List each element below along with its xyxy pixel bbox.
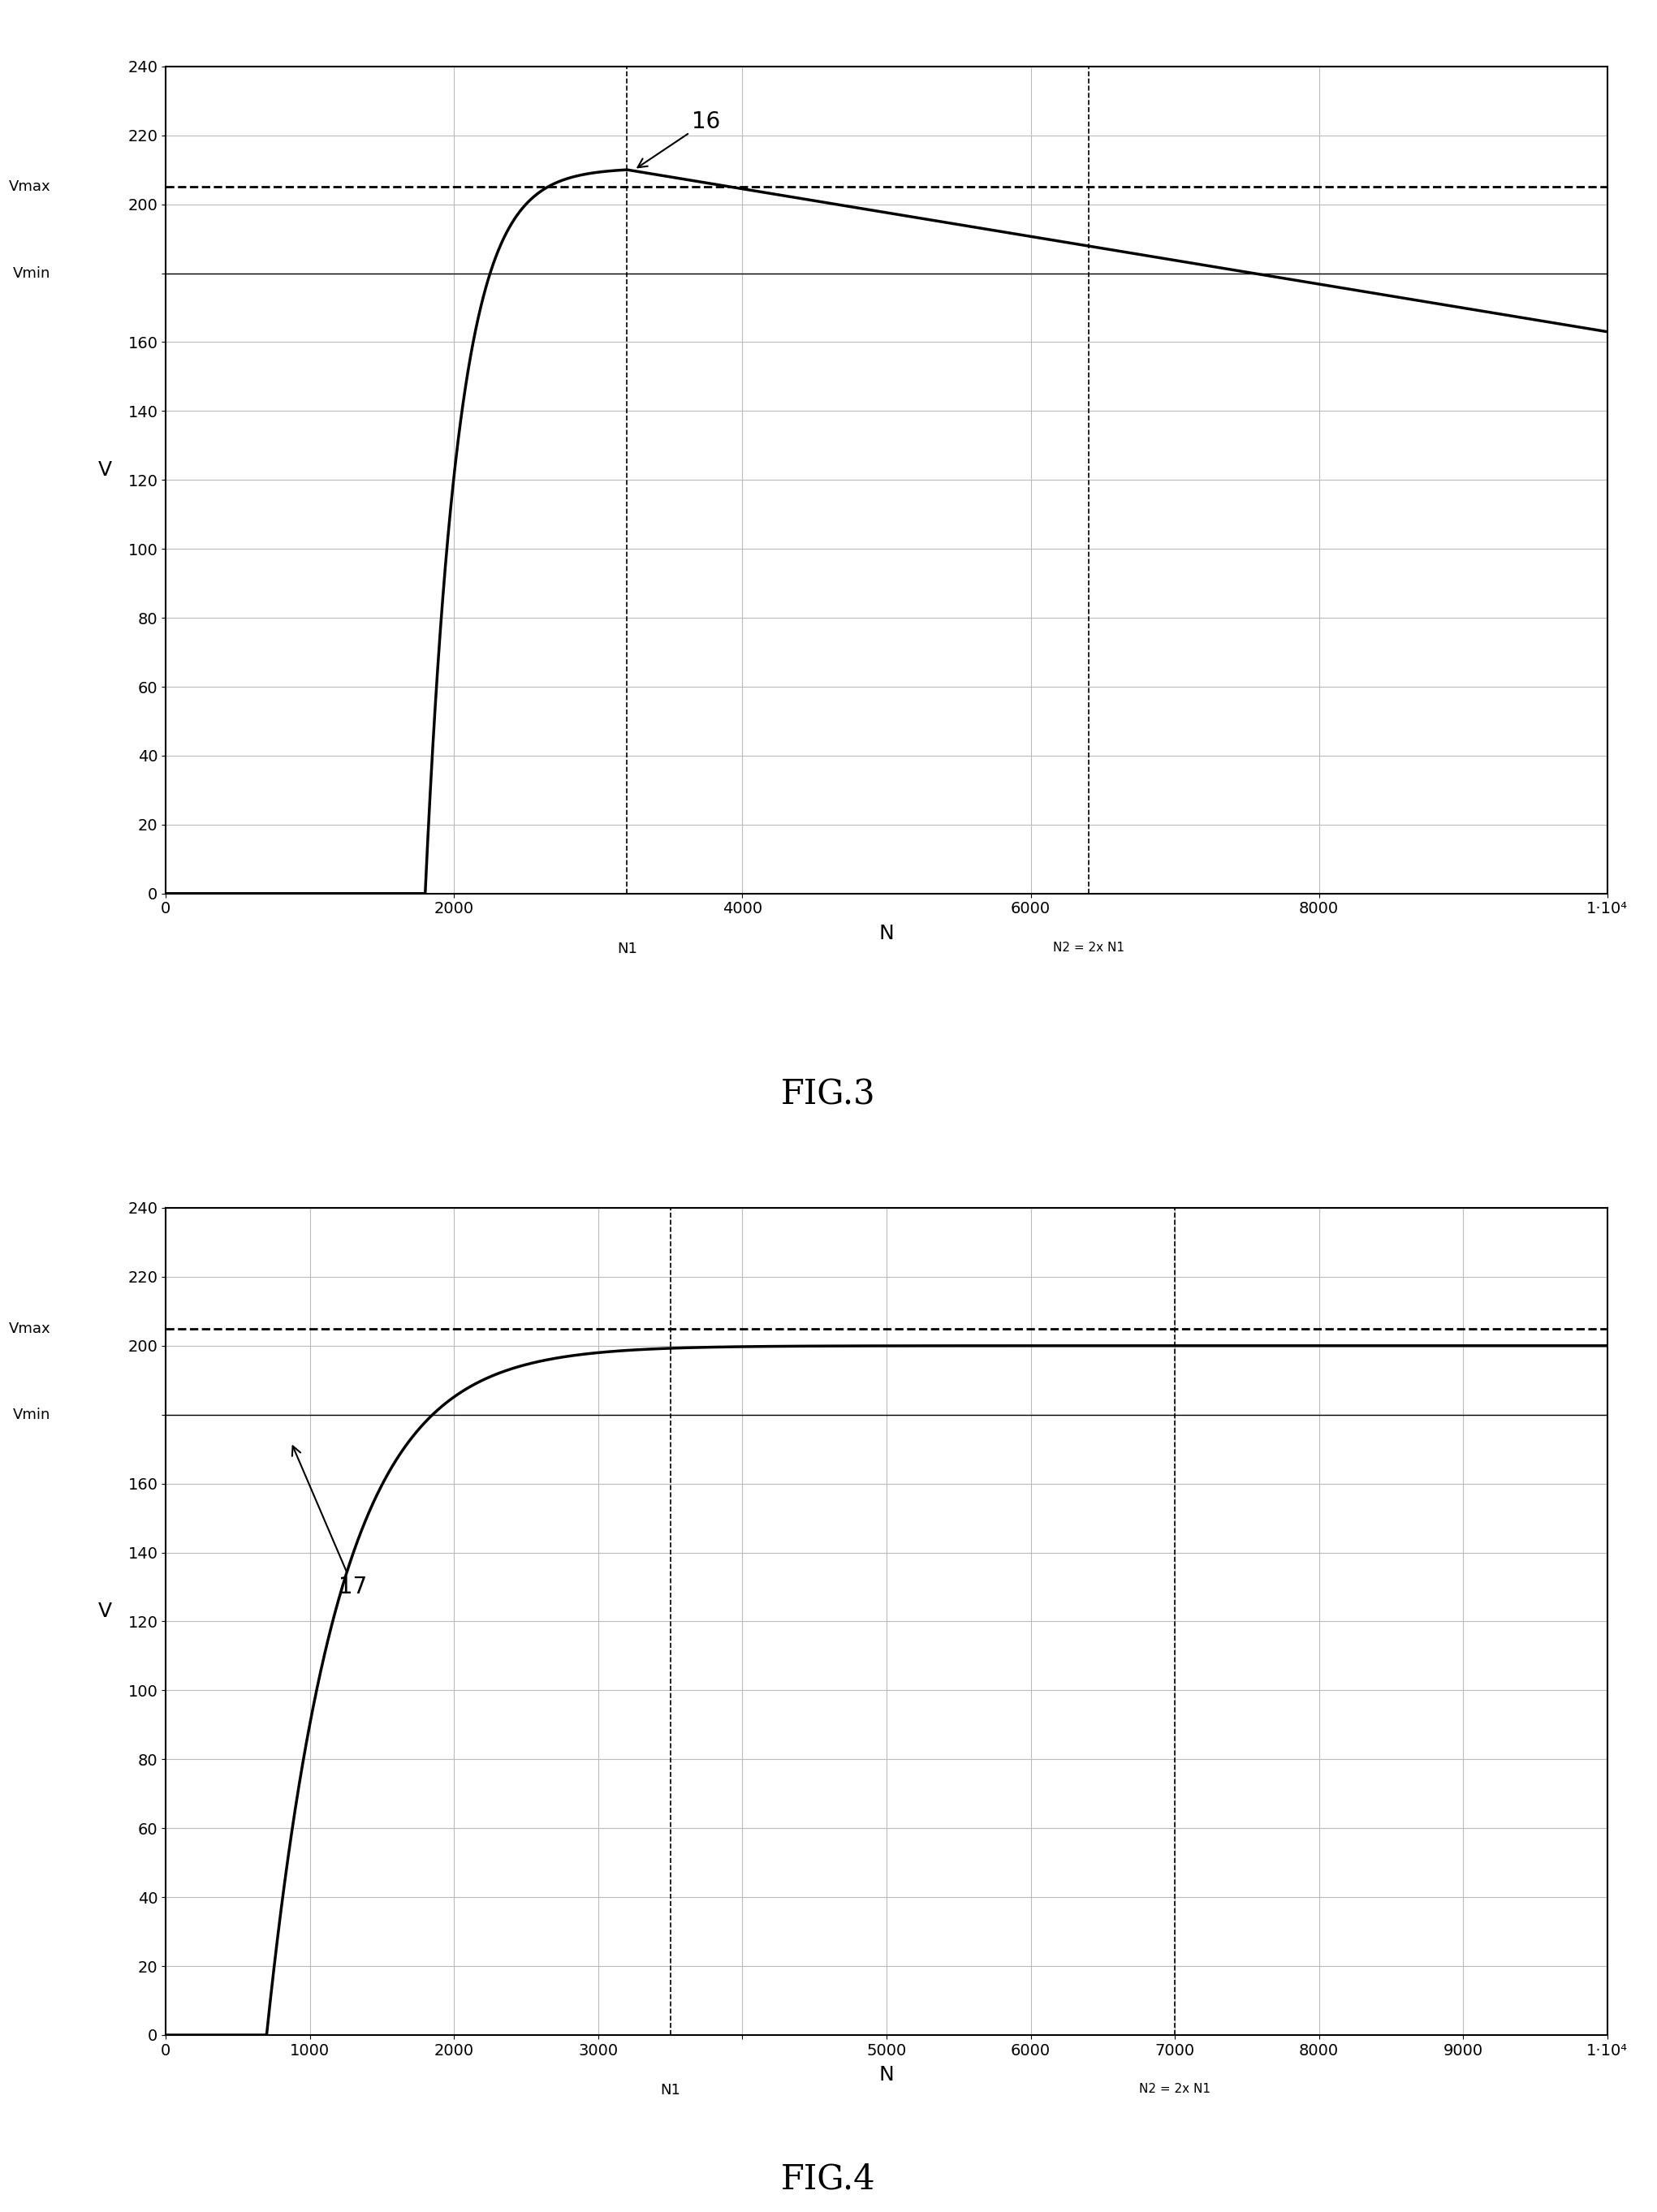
Text: FIG.3: FIG.3 [780,1077,877,1113]
Text: N1: N1 [616,942,636,956]
Text: N2 = 2x N1: N2 = 2x N1 [1052,942,1123,953]
X-axis label: N: N [878,925,895,942]
Text: Vmin: Vmin [13,265,50,281]
Text: 17: 17 [292,1447,368,1599]
Text: N1: N1 [659,2084,681,2097]
X-axis label: N: N [878,2066,895,2084]
Text: Vmax: Vmax [8,179,50,195]
Text: 16: 16 [638,111,721,168]
Text: N2 = 2x N1: N2 = 2x N1 [1138,2084,1211,2095]
Text: Vmin: Vmin [13,1407,50,1422]
Y-axis label: V: V [98,460,113,480]
Y-axis label: V: V [98,1601,113,1621]
Text: Vmax: Vmax [8,1321,50,1336]
Text: FIG.4: FIG.4 [780,2161,877,2197]
